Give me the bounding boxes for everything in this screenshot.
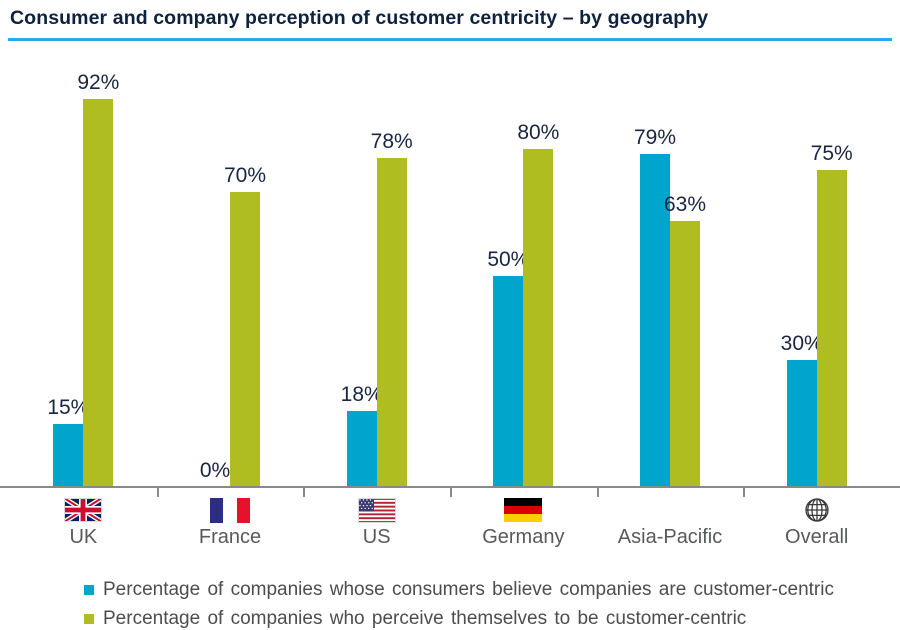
bar-value-label: 70% [223,164,267,187]
category-item-asia-pacific: Asia-Pacific [597,493,744,549]
legend-swatch-icon [84,614,94,624]
bar-value-label: 50% [487,248,530,271]
bar-group-overall: 30% 75% [743,65,890,487]
bar-value-label: 75% [810,142,853,165]
bar-value-label: 78% [370,130,413,153]
bar-asia-pacific-series2 [670,221,701,487]
category-item-uk: UK [10,493,157,549]
category-icon-slot [357,495,396,525]
page-title: Consumer and company perception of custo… [10,7,709,29]
title-underline [8,38,892,41]
bar-us-series2 [376,158,407,487]
category-label: Germany [482,526,565,548]
x-axis-tick [156,488,159,497]
category-label: US [362,526,391,548]
category-icon-slot [64,495,103,525]
bar-value-label: 30% [780,332,823,355]
bar-group-asia-pacific: 79% 63% [597,65,744,487]
bar-value-label: 63% [664,193,707,216]
legend-swatch-icon [84,585,94,595]
bar-value-label: 18% [340,383,383,406]
bar-value-label: 80% [517,121,560,144]
us-flag-icon [357,497,396,523]
category-icon-slot [210,495,250,525]
bar-asia-pacific-series1 [640,154,671,487]
bar-group-france: 0% 70% [157,65,304,487]
bar-uk-series2 [83,99,114,487]
bar-france-series2 [230,192,260,487]
category-label: Overall [785,526,849,548]
bar-us-series1 [346,411,377,487]
bar-germany-series2 [523,149,554,487]
bar-value-label: 92% [77,71,120,94]
x-axis-tick [743,488,746,497]
category-label: France [198,526,262,548]
france-flag-icon [210,497,250,523]
category-icon-slot [804,495,830,525]
bar-group-us: 18% 78% [303,65,450,487]
x-axis-tick [303,488,306,497]
globe-icon [805,498,829,522]
category-label: Asia-Pacific [617,526,723,548]
uk-flag-icon [64,498,103,522]
bar-value-label: 79% [634,126,677,149]
category-item-overall: Overall [743,493,890,549]
bar-uk-series1 [53,424,84,487]
category-item-france: France [157,493,304,549]
legend-row-1: Percentage of companies whose consumers … [84,579,834,601]
category-axis: UK France US Germany Asia-Pacific Overall [10,493,890,549]
legend-label: Percentage of companies who perceive the… [103,608,747,629]
category-label: UK [69,526,98,548]
bar-germany-series1 [493,276,524,487]
x-axis-tick [596,488,599,497]
category-item-us: US [303,493,450,549]
bar-overall-series1 [786,360,817,487]
legend: Percentage of companies whose consumers … [84,579,834,630]
plot-area: 15% 92% 0% 70% 18% 78% 50% 80% 79% 63% 30% 75% [10,65,890,487]
x-axis-line [0,486,900,488]
x-axis-tick [450,488,452,497]
category-item-germany: Germany [450,493,597,549]
bar-value-label: 15% [47,396,90,419]
bar-group-uk: 15% 92% [10,65,157,487]
bar-value-label: 0% [199,459,231,482]
bar-overall-series2 [816,170,847,487]
bar-group-germany: 50% 80% [450,65,597,487]
legend-label: Percentage of companies whose consumers … [103,579,834,600]
category-icon-slot [504,495,543,525]
germany-flag-icon [504,498,543,522]
legend-row-2: Percentage of companies who perceive the… [84,608,834,630]
